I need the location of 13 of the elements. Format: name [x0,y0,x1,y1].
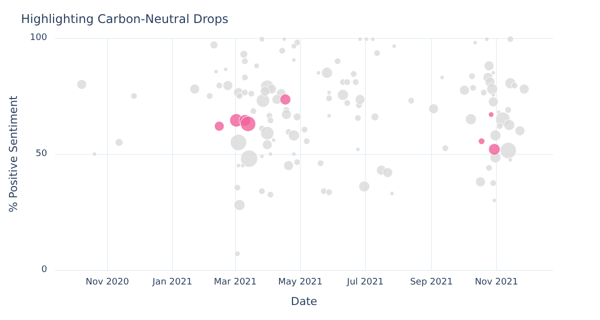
y-tick-label: 0 [41,265,48,275]
x-tick-label: Nov 2020 [86,278,130,288]
x-tick-label: Sep 2021 [410,278,453,288]
x-tick-label: Jul 2021 [346,278,384,288]
chart-title: Highlighting Carbon-Neutral Drops [21,12,228,26]
x-tick-label: Mar 2021 [214,278,257,288]
x-tick-label: Nov 2021 [474,278,518,288]
y-axis-title: % Positive Sentiment [7,94,20,212]
x-tick-label: May 2021 [278,278,322,288]
y-tick-label: 50 [36,149,48,159]
x-tick-label: Jan 2021 [152,278,192,288]
y-tick-label: 100 [30,33,48,43]
x-axis-title: Date [290,295,318,308]
